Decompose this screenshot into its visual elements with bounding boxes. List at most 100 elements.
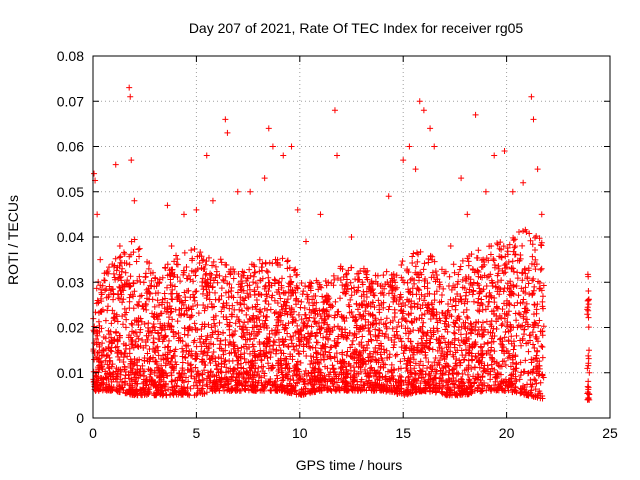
y-tick-label: 0.05 — [57, 184, 84, 200]
data-point — [128, 320, 135, 327]
data-point — [144, 295, 151, 302]
data-point — [445, 282, 452, 289]
data-point — [185, 378, 192, 385]
data-point-outlier — [538, 211, 545, 218]
data-point — [368, 337, 375, 344]
data-point — [530, 341, 537, 348]
data-point — [183, 264, 190, 271]
data-point — [388, 361, 395, 368]
data-point — [252, 269, 259, 276]
data-point — [262, 297, 269, 304]
data-point — [101, 277, 108, 284]
data-point-outlier — [491, 152, 498, 159]
data-point — [455, 370, 462, 377]
data-point — [519, 277, 526, 284]
data-point — [502, 328, 509, 335]
data-point — [215, 328, 222, 335]
data-point — [197, 249, 204, 256]
data-point — [476, 382, 483, 389]
data-point — [316, 283, 323, 290]
data-point — [108, 320, 115, 327]
data-point — [536, 317, 543, 324]
data-point — [123, 316, 130, 323]
data-point — [332, 387, 339, 394]
data-point — [367, 336, 374, 343]
data-point — [533, 380, 540, 387]
data-point-outlier — [530, 116, 537, 123]
data-point — [165, 343, 172, 350]
data-points — [90, 84, 593, 403]
data-point — [322, 277, 329, 284]
y-tick-label: 0.07 — [57, 93, 84, 109]
data-point — [482, 306, 489, 313]
data-point — [273, 346, 280, 353]
data-point — [105, 264, 112, 271]
data-point — [303, 352, 310, 359]
data-point — [445, 301, 452, 308]
data-point-outlier — [294, 206, 301, 213]
data-point — [452, 377, 459, 384]
data-point — [425, 259, 432, 266]
data-point — [214, 279, 221, 286]
data-point — [520, 331, 527, 338]
data-point — [465, 357, 472, 364]
data-point — [99, 363, 106, 370]
data-point — [105, 376, 112, 383]
data-point-outlier — [112, 161, 119, 168]
data-point — [540, 282, 547, 289]
data-point — [156, 335, 163, 342]
data-point — [142, 274, 149, 281]
data-point — [165, 337, 172, 344]
data-point-outlier — [128, 157, 135, 164]
data-point — [585, 307, 592, 314]
data-point — [537, 379, 544, 386]
data-point-outlier — [164, 202, 171, 209]
data-point — [308, 357, 315, 364]
data-point — [440, 285, 447, 292]
data-point — [230, 275, 237, 282]
data-point — [515, 292, 522, 299]
data-point — [525, 348, 532, 355]
data-point — [465, 376, 472, 383]
data-point — [510, 346, 517, 353]
data-point — [525, 280, 532, 287]
data-point — [174, 261, 181, 268]
data-point — [280, 377, 287, 384]
data-point — [374, 272, 381, 279]
data-point — [138, 292, 145, 299]
data-point — [506, 286, 513, 293]
data-point — [429, 269, 436, 276]
data-point — [135, 335, 142, 342]
data-point — [233, 313, 240, 320]
data-point — [243, 379, 250, 386]
data-point — [261, 305, 268, 312]
data-point — [134, 301, 141, 308]
data-point-outlier — [431, 143, 438, 150]
data-point — [371, 292, 378, 299]
data-point — [222, 357, 229, 364]
data-point-outlier — [209, 197, 216, 204]
data-point — [367, 350, 374, 357]
data-point — [440, 382, 447, 389]
data-point — [143, 301, 150, 308]
data-point — [102, 317, 109, 324]
data-point — [494, 240, 501, 247]
data-point — [431, 359, 438, 366]
data-point — [307, 344, 314, 351]
data-point — [383, 315, 390, 322]
data-point — [110, 270, 117, 277]
data-point — [296, 351, 303, 358]
data-point — [479, 319, 486, 326]
data-point — [532, 256, 539, 263]
data-point — [489, 355, 496, 362]
data-point — [264, 269, 271, 276]
data-point — [529, 253, 536, 260]
data-point-outlier — [464, 211, 471, 218]
data-point — [182, 294, 189, 301]
data-point — [313, 329, 320, 336]
data-point — [185, 287, 192, 294]
data-point — [481, 341, 488, 348]
data-point — [193, 373, 200, 380]
data-point — [363, 274, 370, 281]
data-point — [350, 364, 357, 371]
